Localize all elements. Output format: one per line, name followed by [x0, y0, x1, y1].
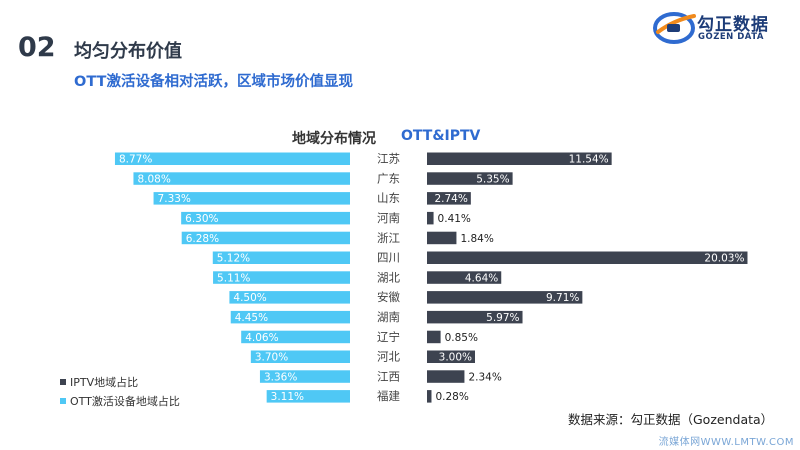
- bar-label-ott: 3.70%: [255, 352, 288, 364]
- category-label: 江西: [377, 369, 400, 383]
- legend-label-ott: OTT激活设备地域占比: [70, 395, 180, 408]
- bar-ott: [114, 152, 351, 165]
- bar-iptv: [427, 330, 441, 344]
- bar-iptv: [427, 271, 502, 284]
- bar-label-ott: 4.06%: [245, 332, 278, 344]
- bar-ott: [230, 310, 350, 324]
- legend-label-iptv: IPTV地域占比: [70, 376, 139, 389]
- category-label: 四川: [377, 251, 400, 265]
- chart-title: 地域分布情况: [292, 131, 376, 147]
- category-label: 浙江: [377, 231, 400, 245]
- bar-label-iptv: 3.00%: [439, 352, 472, 364]
- bar-ott: [153, 192, 350, 205]
- bar-ott: [181, 231, 350, 245]
- category-label: 河北: [377, 350, 400, 364]
- bar-ott: [213, 271, 350, 284]
- bar-ott: [241, 330, 350, 344]
- bar-iptv: [427, 350, 475, 363]
- bar-label-ott: 4.45%: [235, 312, 268, 324]
- bar-label-ott: 4.50%: [233, 292, 266, 304]
- bar-label-iptv: 2.74%: [434, 193, 467, 205]
- bar-label-ott: 5.11%: [217, 272, 250, 284]
- bar-iptv: [427, 310, 523, 324]
- gozen-logo-icon: [653, 12, 696, 44]
- category-label: 河南: [377, 211, 400, 225]
- category-label: 广东: [377, 171, 400, 185]
- bar-label-iptv: 11.54%: [569, 154, 609, 166]
- bar-ott: [181, 211, 350, 225]
- bar-label-ott: 3.36%: [264, 371, 297, 383]
- bar-label-iptv: 5.35%: [476, 173, 509, 185]
- bar-iptv: [427, 231, 457, 245]
- bar-iptv: [427, 291, 583, 304]
- logo-name: 勾正数据: [697, 15, 769, 35]
- category-label: 湖南: [377, 310, 400, 324]
- legend-item-ott: OTT激活设备地域占比: [60, 393, 180, 409]
- section-title: 均匀分布价值: [74, 41, 182, 62]
- bar-label-iptv: 0.28%: [435, 391, 468, 403]
- bar-label-iptv: 0.41%: [438, 213, 471, 225]
- bar-label-ott: 6.30%: [185, 213, 218, 225]
- legend-swatch-ott: [60, 398, 66, 404]
- category-label: 辽宁: [377, 330, 400, 344]
- bar-label-iptv: 1.84%: [460, 233, 493, 245]
- category-label: 江苏: [377, 152, 400, 166]
- bar-iptv: [427, 211, 434, 225]
- bar-ott: [259, 370, 350, 383]
- bar-label-ott: 7.33%: [158, 193, 191, 205]
- bar-label-ott: 5.12%: [217, 253, 250, 265]
- legend-swatch-iptv: [60, 379, 66, 385]
- bar-label-ott: 8.77%: [119, 154, 152, 166]
- bar-label-iptv: 20.03%: [704, 253, 744, 265]
- bar-iptv: [427, 172, 513, 185]
- bar-ott: [266, 390, 350, 403]
- bar-label-iptv: 9.71%: [546, 292, 579, 304]
- bar-label-ott: 3.11%: [271, 391, 304, 403]
- bar-label-iptv: 4.64%: [465, 272, 498, 284]
- category-label: 福建: [377, 389, 400, 403]
- logo-subtitle: GOZEN DATA: [698, 32, 764, 42]
- bar-ott: [250, 350, 350, 363]
- category-label: 山东: [377, 191, 400, 205]
- bar-label-iptv: 2.34%: [468, 371, 501, 383]
- bar-iptv: [427, 370, 465, 383]
- bar-iptv: [427, 390, 432, 403]
- bar-ott: [229, 291, 350, 304]
- page-subtitle: OTT激活设备相对活跃，区域市场价值显现: [74, 74, 353, 90]
- bar-iptv: [427, 251, 748, 264]
- section-number: 02: [18, 32, 56, 63]
- bar-label-ott: 8.08%: [137, 173, 170, 185]
- bar-label-iptv: 0.85%: [445, 332, 478, 344]
- bar-iptv: [427, 152, 612, 165]
- bar-label-ott: 6.28%: [186, 233, 219, 245]
- chart-title-tag: OTT&IPTV: [401, 128, 481, 144]
- category-label: 湖北: [377, 270, 400, 284]
- category-label: 安徽: [377, 290, 400, 304]
- legend-item-iptv: IPTV地域占比: [60, 374, 138, 390]
- watermark: 流媒体网WWW.LMTW.COM: [658, 437, 794, 448]
- bar-iptv: [427, 192, 471, 205]
- bar-ott: [133, 172, 350, 185]
- bar-ott: [212, 251, 350, 264]
- bar-label-iptv: 5.97%: [486, 312, 519, 324]
- data-source-note: 数据来源：勾正数据（Gozendata）: [568, 412, 774, 427]
